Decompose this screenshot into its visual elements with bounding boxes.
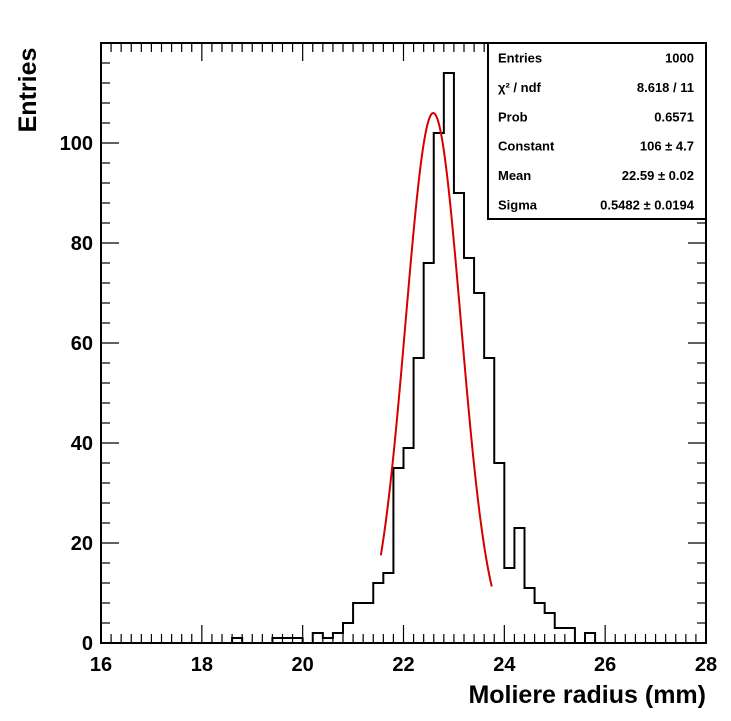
- stats-box-border: [487, 42, 707, 220]
- histogram-bin: [313, 633, 323, 643]
- y-tick-label: 60: [71, 333, 93, 355]
- x-tick-label: 26: [594, 654, 616, 676]
- stats-row-label: Sigma: [498, 197, 538, 212]
- x-axis-title: Moliere radius (mm): [468, 681, 706, 709]
- plot-frame: [100, 42, 707, 644]
- x-tick-label: 22: [392, 654, 414, 676]
- histogram-bin: [404, 448, 414, 643]
- y-axis-title: Entries: [14, 48, 42, 133]
- histogram-bin: [393, 468, 403, 643]
- y-tick-label: 0: [82, 633, 93, 655]
- x-tick-label: 20: [292, 654, 314, 676]
- gaussian-fit-curve: [379, 112, 493, 587]
- stats-row-label: Mean: [498, 168, 531, 183]
- histogram-bin: [514, 528, 524, 643]
- histogram-bin: [504, 568, 514, 643]
- histogram-bin: [484, 358, 494, 643]
- stats-row-value: 0.5482 ± 0.0194: [600, 197, 695, 212]
- histogram-bin: [424, 263, 434, 643]
- x-tick-label: 24: [493, 654, 516, 676]
- histogram-bin: [525, 588, 535, 643]
- stats-row-value: 0.6571: [654, 109, 694, 124]
- stats-row-value: 8.618 / 11: [637, 80, 694, 95]
- histogram-outline: [231, 72, 597, 643]
- stats-row-value: 106 ± 4.7: [640, 139, 694, 154]
- stats-row-value: 22.59 ± 0.02: [622, 168, 694, 183]
- histogram-bin: [414, 358, 424, 643]
- stats-row-label: Prob: [498, 109, 528, 124]
- histogram-bin: [363, 603, 373, 643]
- histogram-bin: [353, 603, 363, 643]
- y-tick-label: 40: [71, 433, 93, 455]
- x-tick-label: 18: [191, 654, 213, 676]
- y-tick-label: 100: [60, 133, 93, 155]
- histogram-bin: [434, 133, 444, 643]
- histogram-bin: [494, 463, 504, 643]
- histogram-bin: [585, 633, 595, 643]
- histogram-bin: [343, 623, 353, 643]
- stats-row-label: χ² / ndf: [498, 80, 542, 95]
- histogram-bin: [373, 583, 383, 643]
- fit-statistics-box: Entries 1000 χ² / ndf 8.618 / 11 Prob 0.6571 C…: [487, 42, 707, 220]
- x-tick-label: 28: [695, 654, 717, 676]
- y-tick-label: 20: [71, 533, 93, 555]
- stats-row-value: 1000: [665, 51, 694, 66]
- histogram-bin: [565, 628, 575, 643]
- histogram-bin: [333, 633, 343, 643]
- x-tick-label: 16: [90, 654, 112, 676]
- histogram-bin: [545, 613, 555, 643]
- stats-row-label: Constant: [498, 139, 555, 154]
- stats-row-label: Entries: [498, 51, 542, 66]
- tick-labels: 16 18 20 22 24 26 28 0 20 40 60 80 100: [60, 133, 718, 676]
- y-tick-label: 80: [71, 233, 93, 255]
- histogram-bin: [383, 573, 393, 643]
- histogram-bin: [555, 628, 565, 643]
- histogram-bin: [535, 603, 545, 643]
- histogram-bin: [474, 293, 484, 643]
